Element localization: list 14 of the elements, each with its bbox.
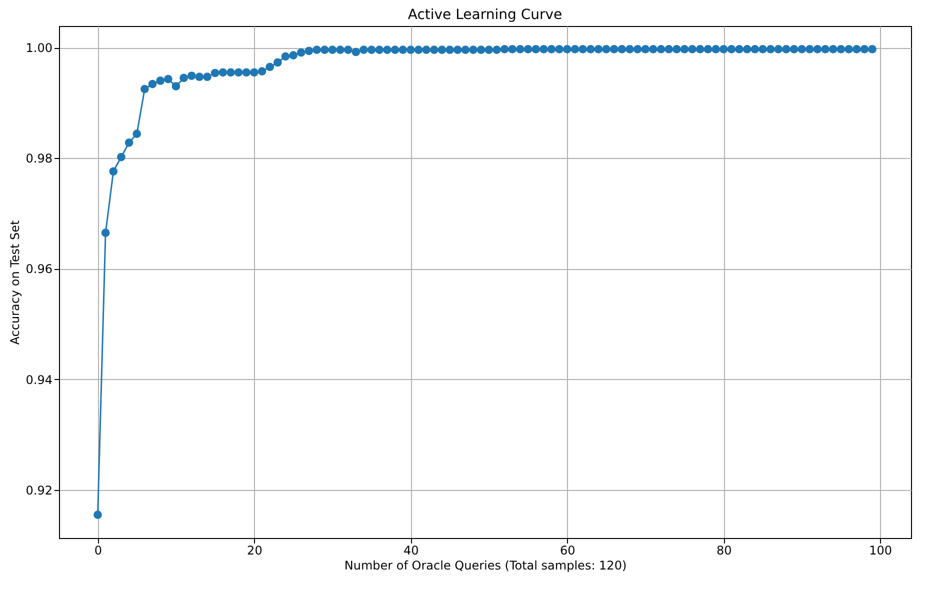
- y-tick-label: 0.92: [26, 483, 52, 498]
- y-tick-label: 0.96: [26, 262, 52, 276]
- x-tick-label: 40: [404, 544, 419, 558]
- y-tick-label: 1.00: [26, 41, 52, 56]
- y-tick-label: 0.94: [26, 372, 52, 387]
- x-axis-title: Number of Oracle Queries (Total samples: 120): [344, 558, 627, 572]
- chart-title: Active Learning Curve: [408, 7, 562, 23]
- x-tick-label: 60: [560, 544, 576, 558]
- x-tick-label: 20: [247, 544, 262, 558]
- x-tick-label: 100: [869, 544, 892, 558]
- y-axis-title: Accuracy on Test Set: [8, 220, 22, 345]
- x-tick-label: 80: [716, 544, 732, 558]
- y-tick-label: 0.98: [26, 152, 52, 166]
- x-tick-label: 0: [94, 544, 102, 558]
